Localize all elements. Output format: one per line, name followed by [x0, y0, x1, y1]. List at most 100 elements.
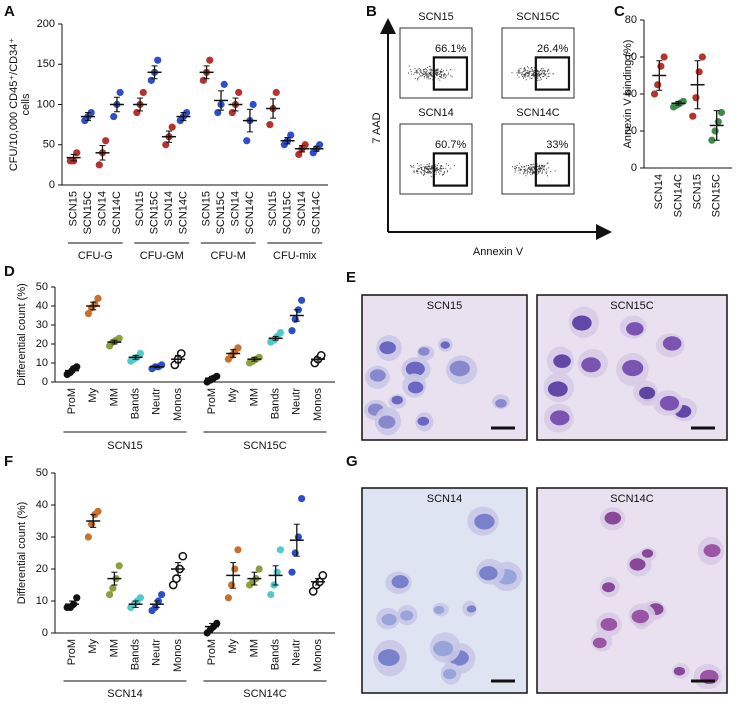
event-dot: [430, 74, 432, 76]
event-dot: [519, 168, 521, 170]
category-label: My: [87, 639, 99, 654]
event-dot: [417, 78, 419, 80]
event-dot: [541, 172, 543, 174]
gate: [534, 152, 571, 187]
event-dot: [425, 71, 427, 73]
event-dot: [541, 170, 543, 172]
event-dot: [540, 73, 542, 75]
event-dot: [524, 74, 526, 76]
category-label: SCN14C: [672, 174, 684, 217]
event-dot: [541, 164, 543, 166]
data-point: [267, 591, 275, 599]
event-dot: [526, 169, 528, 171]
event-dot: [441, 77, 443, 79]
event-dot: [534, 172, 536, 174]
event-dot: [435, 168, 437, 170]
data-point: [87, 108, 95, 117]
event-dot: [533, 72, 535, 74]
event-dot: [436, 74, 438, 76]
event-dot: [437, 78, 439, 80]
nucleus: [626, 322, 644, 336]
event-dot: [428, 78, 430, 80]
y-tick-label: 50: [36, 281, 48, 293]
event-dot: [420, 164, 422, 166]
data-point: [168, 123, 176, 131]
event-dot: [538, 74, 540, 76]
event-dot: [421, 171, 423, 173]
event-dot: [438, 73, 440, 75]
data-point: [227, 581, 236, 589]
event-dot: [420, 70, 422, 72]
gate: [534, 56, 571, 91]
group-label: CFU-mix: [273, 250, 317, 262]
micrograph-title: SCN14: [427, 493, 462, 505]
event-dot: [547, 73, 549, 75]
nucleus: [572, 315, 592, 331]
micrograph-title: SCN14C: [610, 493, 653, 505]
flow-plot-title: SCN14: [418, 107, 453, 119]
event-dot: [537, 73, 539, 75]
event-dot: [436, 169, 438, 171]
event-dot: [428, 75, 430, 77]
event-dot: [544, 74, 546, 76]
event-dot: [435, 164, 437, 166]
flow-axis-label: 7 AAD: [371, 112, 383, 143]
event-dot: [540, 68, 542, 70]
event-dot: [533, 67, 535, 69]
event-dot: [414, 68, 416, 70]
panel-label: G: [346, 453, 358, 470]
event-dot: [416, 72, 418, 74]
nucleus: [703, 544, 721, 558]
event-dot: [528, 74, 530, 76]
event-dot: [518, 162, 520, 164]
y-tick-label: 40: [36, 300, 48, 312]
event-dot: [531, 167, 533, 169]
event-dot: [537, 75, 539, 77]
event-dot: [440, 168, 442, 170]
event-dot: [421, 167, 423, 169]
data-point: [73, 363, 81, 371]
event-dot: [424, 68, 426, 70]
data-point: [176, 349, 186, 358]
event-dot: [429, 167, 431, 169]
event-dot: [447, 74, 449, 76]
nucleus: [369, 369, 386, 382]
category-label: Monos: [312, 388, 324, 422]
event-dot: [527, 75, 529, 77]
event-dot: [429, 73, 431, 75]
event-dot: [429, 166, 431, 168]
event-dot: [527, 75, 529, 77]
event-dot: [547, 76, 549, 78]
event-dot: [540, 78, 542, 80]
data-point: [654, 81, 662, 89]
event-dot: [425, 172, 427, 174]
event-dot: [542, 68, 544, 70]
group-label: SCN14: [107, 688, 142, 699]
data-point: [199, 76, 207, 84]
event-dot: [548, 167, 550, 169]
y-tick-label: 0: [42, 627, 48, 639]
data-point: [224, 594, 232, 602]
nucleus: [592, 637, 607, 649]
event-dot: [432, 167, 434, 169]
event-dot: [547, 68, 549, 70]
event-dot: [531, 171, 533, 173]
event-dot: [423, 73, 425, 75]
event-dot: [532, 73, 534, 75]
category-label: MM: [248, 639, 260, 657]
event-dot: [441, 73, 443, 75]
event-dot: [435, 166, 437, 168]
data-point: [714, 118, 722, 126]
event-dot: [413, 164, 415, 166]
event-dot: [539, 169, 541, 171]
y-tick-label: 50: [36, 467, 48, 479]
event-dot: [426, 66, 428, 68]
data-point: [235, 88, 243, 97]
event-dot: [429, 71, 431, 73]
event-dot: [515, 168, 517, 170]
event-dot: [543, 165, 545, 167]
event-dot: [423, 70, 425, 72]
event-dot: [541, 166, 543, 168]
event-dot: [435, 70, 437, 72]
gate: [432, 152, 469, 187]
